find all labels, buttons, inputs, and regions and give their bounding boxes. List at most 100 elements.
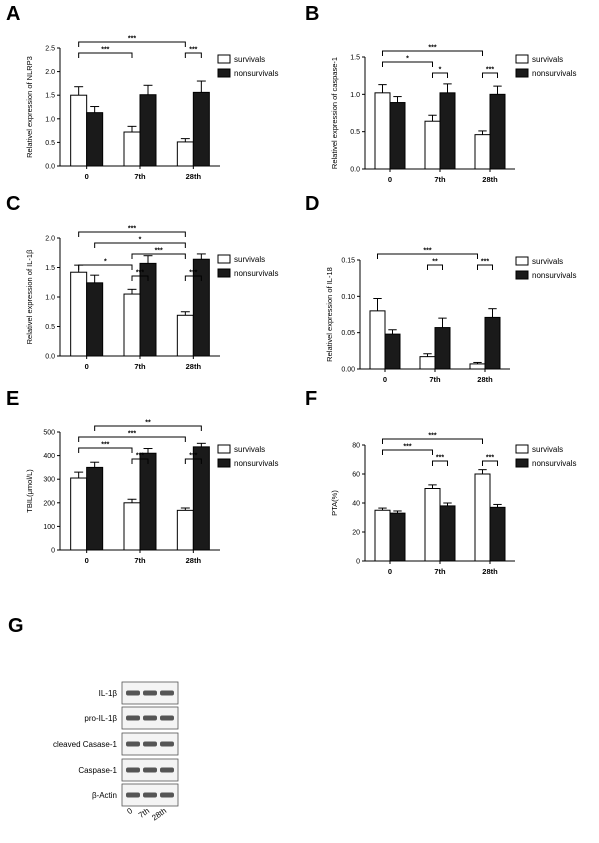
blot-band [126, 792, 140, 798]
panel-label: C [6, 193, 20, 215]
bar-nonsurvivals-7th [434, 327, 451, 370]
legend-swatch-nonsurvivals [515, 458, 529, 468]
legend-label-nonsurvivals: nonsurvivals [234, 69, 278, 78]
bar-survivals-0 [70, 477, 88, 551]
significance-label: *** [436, 455, 444, 462]
bar-nonsurvivals-28th [192, 91, 210, 167]
significance-bracket [184, 275, 202, 281]
y-axis-label: PTA(%) [330, 490, 339, 516]
bar-nonsurvivals-7th [139, 94, 157, 167]
chart-panel-c: C 0.0 0.5 1.0 1.5 2.0 Relativel expression of … [6, 193, 278, 371]
chart-panel-a: A 0.0 0.5 1.0 1.5 2.0 2.5 Relativel expression … [6, 3, 278, 181]
significance-label: *** [189, 270, 197, 277]
significance-label: *** [481, 259, 489, 266]
bar-survivals-7th [123, 293, 141, 357]
y-axis-label: Relativel expression of caspase-1 [330, 57, 339, 169]
y-tick-label: 500 [43, 430, 55, 437]
y-tick-label: 20 [352, 530, 360, 537]
significance-label: *** [486, 67, 494, 74]
bar-survivals-28th [474, 134, 491, 170]
bar-survivals-0 [369, 310, 386, 370]
significance-label: * [439, 67, 442, 74]
y-tick-label: 0.0 [45, 164, 55, 171]
y-tick-label: 0.10 [341, 294, 355, 301]
panel-label: E [6, 388, 19, 410]
legend-label-nonsurvivals: nonsurvivals [532, 271, 576, 280]
significance-bracket [78, 264, 133, 270]
x-tick-label: 0 [388, 175, 392, 184]
western-blot-panel: G IL-1β pro-IL-1β cleaved Casase-1 Caspase-1… [8, 615, 179, 823]
y-axis-label: Relativel expression of NLRP3 [25, 56, 34, 158]
legend-swatch-nonsurvivals [515, 270, 529, 280]
y-tick-label: 0.5 [45, 140, 55, 147]
legend-swatch-nonsurvivals [515, 68, 529, 78]
significance-label: * [104, 259, 107, 266]
panel-label: A [6, 3, 20, 25]
significance-bracket [382, 50, 483, 56]
y-tick-label: 1.0 [350, 92, 360, 99]
blot-band [160, 792, 174, 798]
significance-label: *** [101, 47, 109, 54]
significance-label: *** [136, 453, 144, 460]
x-tick-label: 7th [429, 375, 441, 384]
bar-nonsurvivals-0 [86, 466, 104, 551]
significance-bracket [94, 425, 202, 431]
x-tick-label: 0 [85, 556, 89, 565]
significance-bracket [477, 264, 493, 270]
y-tick-label: 80 [352, 443, 360, 450]
legend-swatch-survivals [515, 54, 529, 64]
blot-band [160, 741, 174, 747]
significance-bracket [377, 253, 478, 259]
y-tick-label: 300 [43, 477, 55, 484]
significance-bracket [78, 231, 186, 237]
legend-label-survivals: survivals [234, 255, 265, 264]
significance-bracket [78, 447, 133, 453]
bar-survivals-28th [469, 363, 486, 370]
blot-band [143, 741, 157, 747]
bar-survivals-0 [374, 509, 391, 562]
y-tick-label: 0.0 [350, 167, 360, 174]
blot-band [143, 767, 157, 773]
bar-nonsurvivals-28th [484, 316, 501, 370]
legend-label-nonsurvivals: nonsurvivals [234, 269, 278, 278]
y-tick-label: 0.5 [45, 324, 55, 331]
bar-nonsurvivals-0 [389, 102, 406, 170]
legend-label-nonsurvivals: nonsurvivals [532, 69, 576, 78]
panel-label: B [305, 3, 319, 25]
panel-label: G [8, 615, 24, 637]
significance-label: *** [486, 455, 494, 462]
y-tick-label: 1.0 [45, 295, 55, 302]
significance-label: *** [128, 431, 136, 438]
legend-swatch-nonsurvivals [217, 68, 231, 78]
significance-label: *** [128, 226, 136, 233]
y-tick-label: 1.5 [45, 93, 55, 100]
x-tick-label: 7th [134, 556, 146, 565]
legend-label-nonsurvivals: nonsurvivals [532, 459, 576, 468]
significance-label: *** [101, 442, 109, 449]
significance-bracket [78, 41, 186, 47]
y-axis-label: Relativel expression of IL-1β [25, 249, 34, 344]
significance-label: ** [145, 420, 151, 427]
y-tick-label: 0.0 [45, 354, 55, 361]
panel-label: F [305, 388, 317, 410]
significance-bracket [382, 61, 433, 67]
legend-swatch-nonsurvivals [217, 458, 231, 468]
y-tick-label: 60 [352, 472, 360, 479]
significance-label: * [406, 56, 409, 63]
y-tick-label: 0.15 [341, 258, 355, 265]
bar-survivals-7th [123, 502, 141, 551]
blot-band [160, 715, 174, 721]
x-tick-label: 28th [186, 172, 202, 181]
y-tick-label: 0.05 [341, 330, 355, 337]
significance-bracket [131, 458, 149, 464]
significance-label: *** [189, 453, 197, 460]
bar-survivals-0 [70, 94, 88, 167]
significance-bracket [78, 52, 133, 58]
y-tick-label: 1.5 [45, 265, 55, 272]
bar-survivals-7th [424, 488, 441, 562]
legend-swatch-survivals [217, 54, 231, 64]
y-tick-label: 2.0 [45, 69, 55, 76]
y-tick-label: 0.5 [350, 129, 360, 136]
